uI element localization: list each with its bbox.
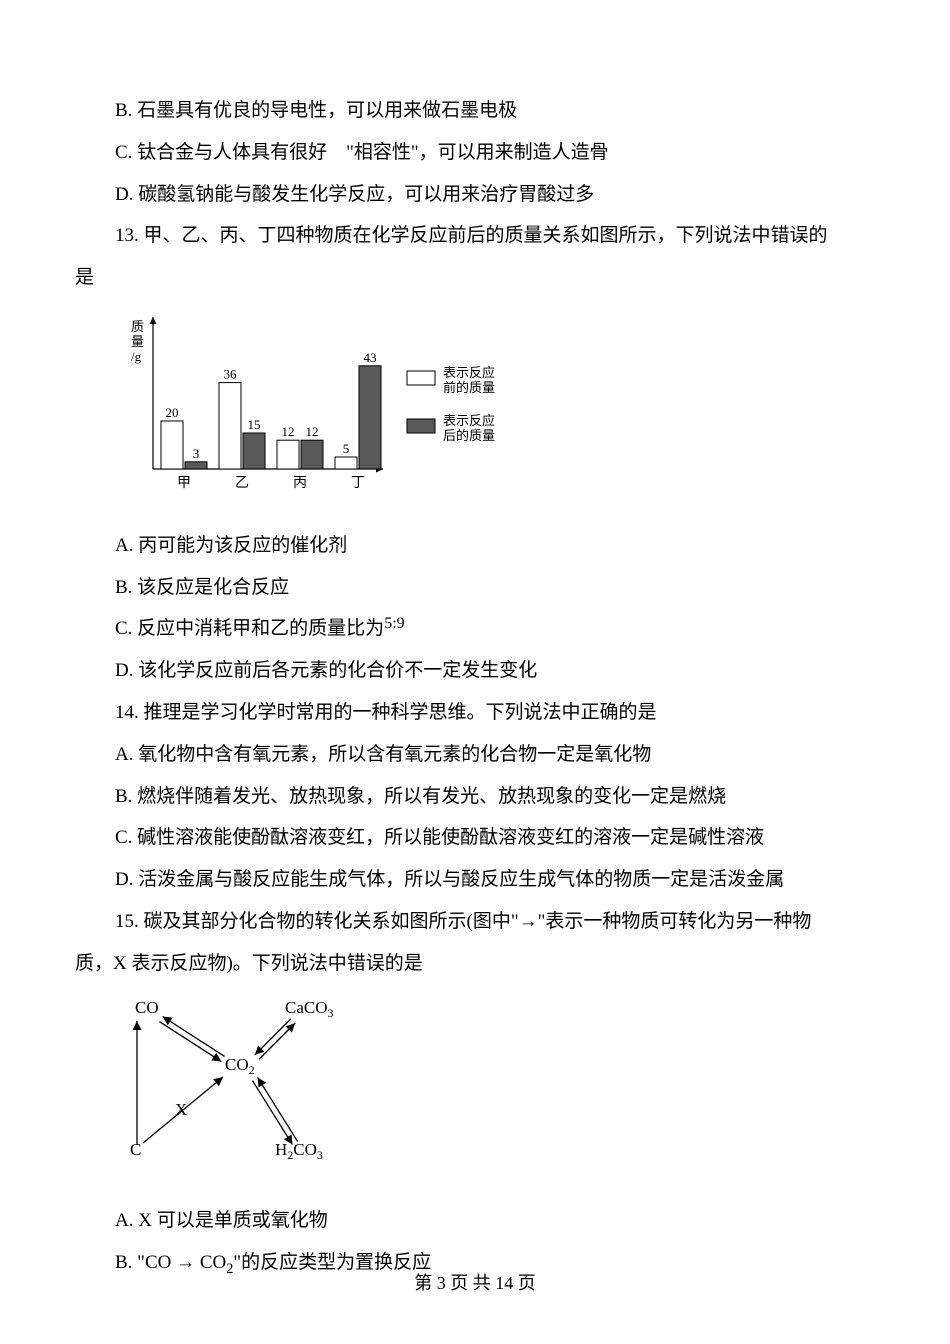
svg-text:20: 20 xyxy=(166,405,179,420)
svg-text:表示反应: 表示反应 xyxy=(443,365,495,380)
svg-text:量: 量 xyxy=(131,334,144,349)
q13-C: C. 反应中消耗甲和乙的质量比为5:9 xyxy=(115,608,860,650)
page-footer: 第 3 页 共 14 页 xyxy=(0,1264,950,1304)
q15-stem: 15. 碳及其部分化合物的转化关系如图所示(图中"→"表示一种物质可转化为另一种… xyxy=(115,901,860,943)
svg-text:36: 36 xyxy=(224,367,238,382)
svg-text:丁: 丁 xyxy=(351,476,365,491)
svg-text:12: 12 xyxy=(306,424,319,439)
q15-diagram: CO CaCO3 CO2 X C H2CO3 xyxy=(115,995,860,1191)
svg-text:CaCO3: CaCO3 xyxy=(285,998,334,1020)
svg-text:前的质量: 前的质量 xyxy=(443,380,495,395)
q13-B: B. 该反应是化合反应 xyxy=(115,567,860,609)
svg-text:质: 质 xyxy=(131,319,144,334)
svg-text:3: 3 xyxy=(193,446,200,461)
svg-text:乙: 乙 xyxy=(235,475,249,491)
q14-A: A. 氧化物中含有氧元素，所以含有氧元素的化合物一定是氧化物 xyxy=(115,734,860,776)
svg-text:CO2: CO2 xyxy=(225,1055,255,1077)
svg-text:CO: CO xyxy=(135,998,159,1017)
svg-text:43: 43 xyxy=(364,350,377,365)
svg-text:X: X xyxy=(175,1100,187,1119)
svg-text:甲: 甲 xyxy=(177,476,191,491)
svg-text:表示反应: 表示反应 xyxy=(443,413,495,428)
svg-text:12: 12 xyxy=(282,424,295,439)
q15-stem-cont: 质，X 表示反应物)。下列说法中错误的是 xyxy=(75,943,860,985)
svg-text:H2CO3: H2CO3 xyxy=(275,1140,323,1162)
q14-C: C. 碱性溶液能使酚酞溶液变红，所以能使酚酞溶液变红的溶液一定是碱性溶液 xyxy=(115,817,860,859)
q13-A: A. 丙可能为该反应的催化剂 xyxy=(115,525,860,567)
option-12D: D. 碳酸氢钠能与酸发生化学反应，可以用来治疗胃酸过多 xyxy=(115,174,860,216)
q13-C-pre: C. 反应中消耗甲和乙的质量比为 xyxy=(115,618,384,639)
svg-text:15: 15 xyxy=(248,417,261,432)
svg-text:/g: /g xyxy=(131,349,142,364)
svg-text:后的质量: 后的质量 xyxy=(443,428,495,443)
q14-B: B. 燃烧伴随着发光、放热现象，所以有发光、放热现象的变化一定是燃烧 xyxy=(115,776,860,818)
option-12C: C. 钛合金与人体具有很好 "相容性"，可以用来制造人造骨 xyxy=(115,132,860,174)
q14-stem: 14. 推理是学习化学时常用的一种科学思维。下列说法中正确的是 xyxy=(115,692,860,734)
q14-D: D. 活泼金属与酸反应能生成气体，所以与酸反应生成气体的物质一定是活泼金属 xyxy=(115,859,860,901)
q13-stem-cont: 是 xyxy=(75,257,860,299)
q13-chart: 质量/g203甲3615乙1212丙543丁表示反应前的质量表示反应后的质量 xyxy=(115,309,860,515)
svg-text:5: 5 xyxy=(343,441,350,456)
q13-C-ratio: 5:9 xyxy=(384,606,404,641)
q13-stem: 13. 甲、乙、丙、丁四种物质在化学反应前后的质量关系如图所示，下列说法中错误的 xyxy=(115,215,860,257)
q15-A: A. X 可以是单质或氧化物 xyxy=(115,1200,860,1242)
option-12B: B. 石墨具有优良的导电性，可以用来做石墨电极 xyxy=(115,90,860,132)
q13-D: D. 该化学反应前后各元素的化合价不一定发生变化 xyxy=(115,650,860,692)
svg-text:丙: 丙 xyxy=(293,476,307,491)
svg-text:C: C xyxy=(130,1140,141,1159)
